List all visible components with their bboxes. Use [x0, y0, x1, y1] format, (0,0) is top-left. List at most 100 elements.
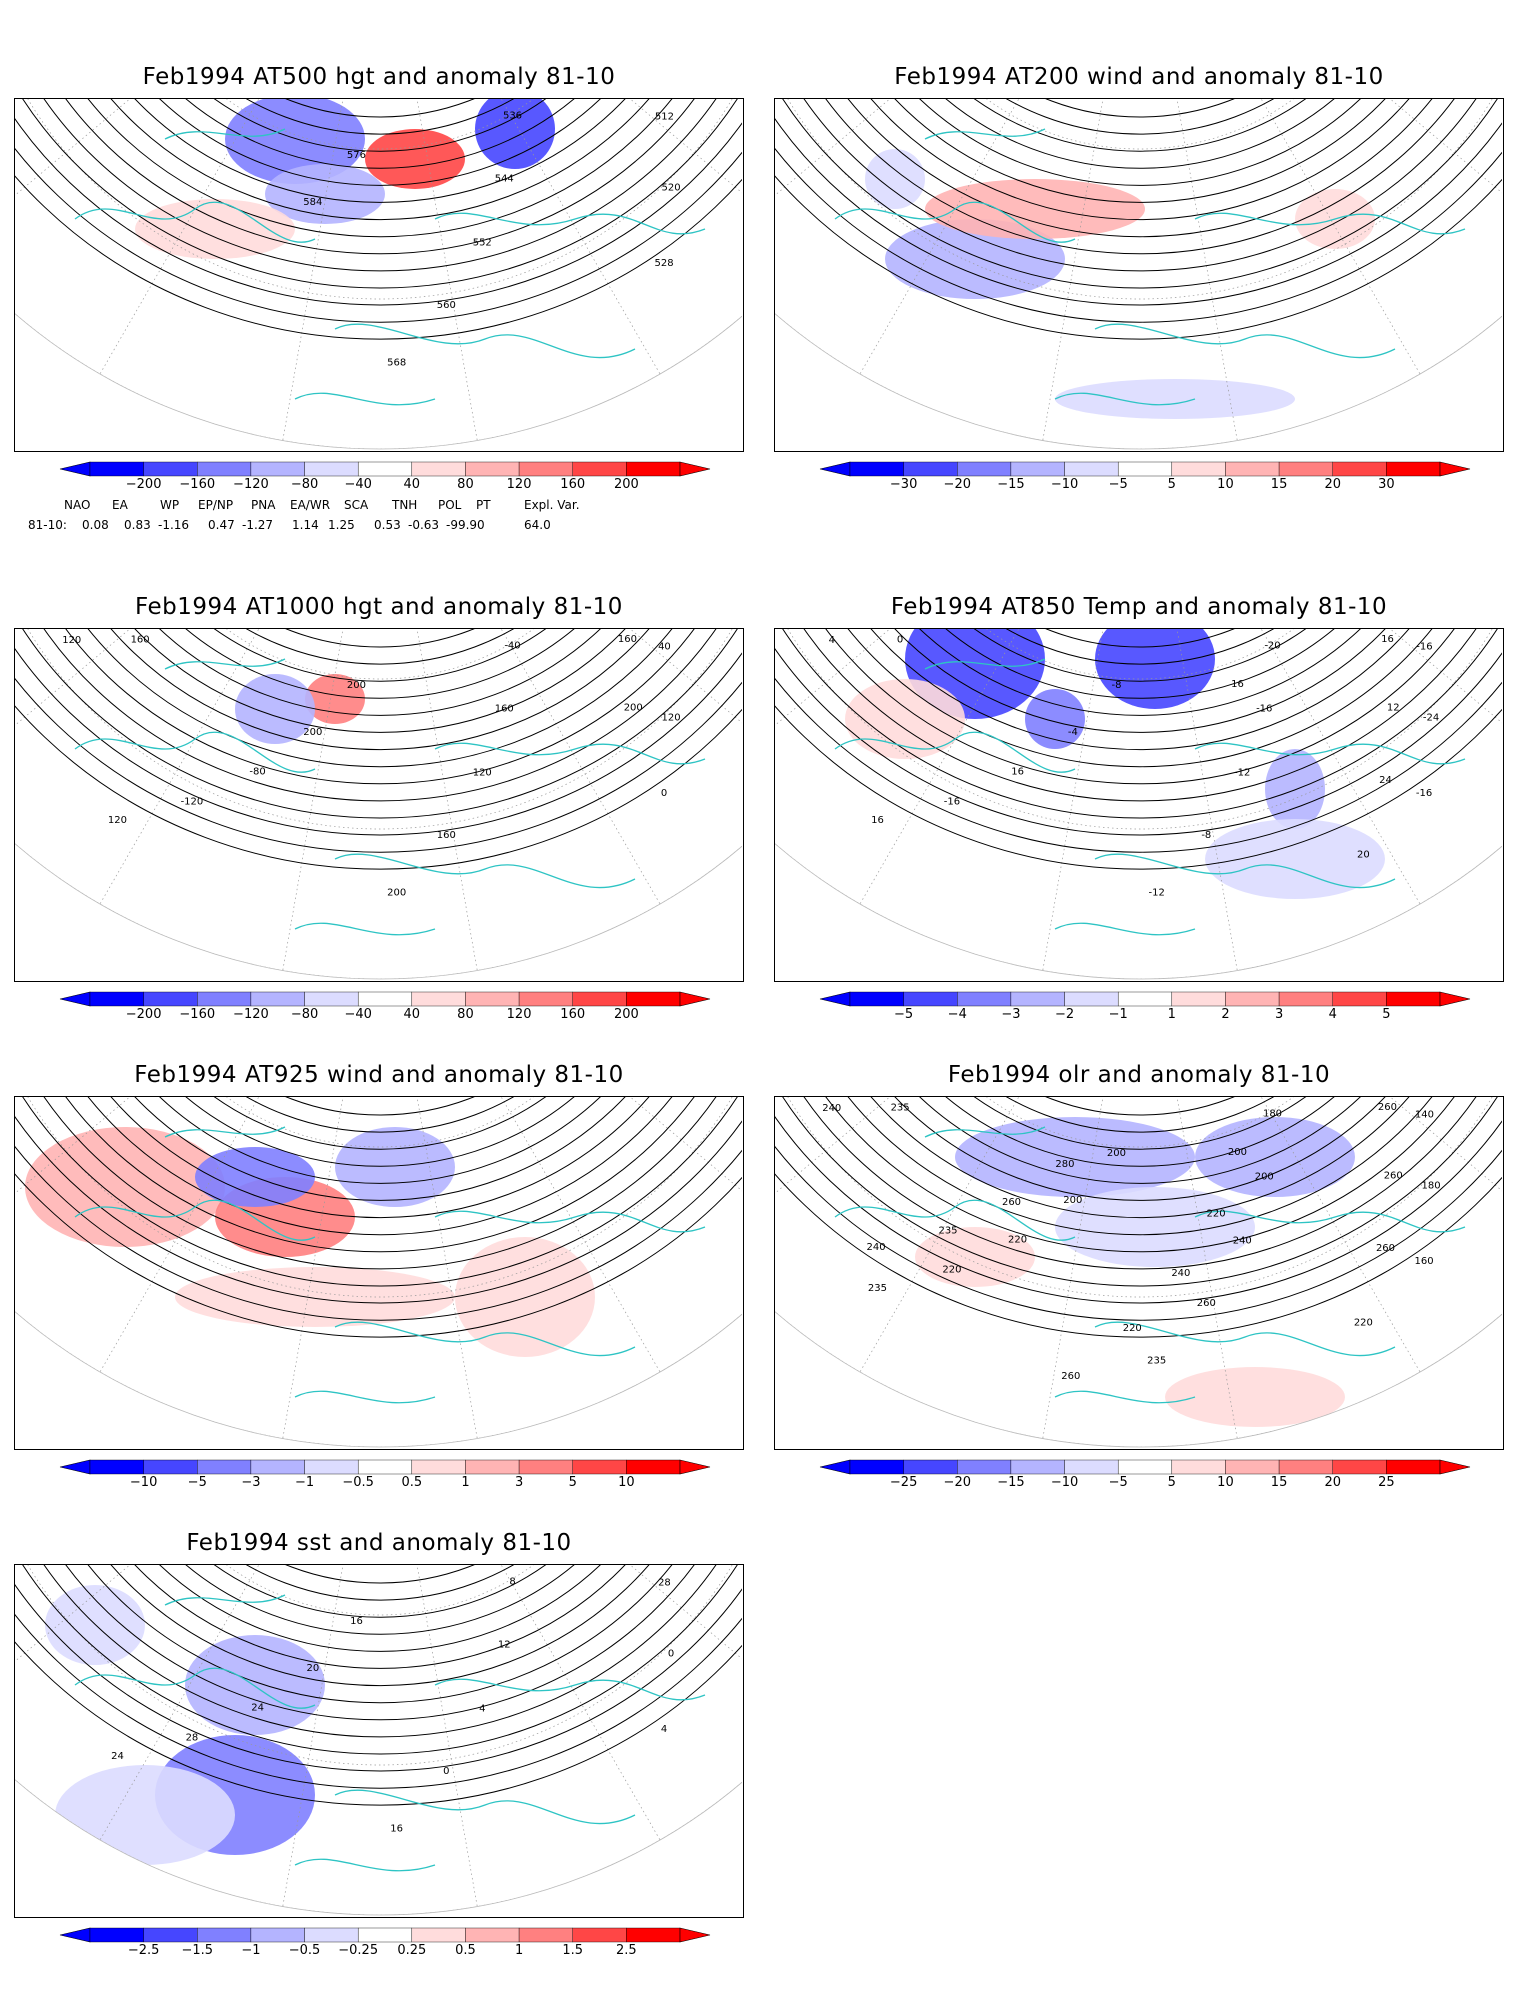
contour-label: 28: [186, 1733, 199, 1744]
contour-line: [15, 629, 742, 768]
contour-label: 16: [1231, 679, 1244, 690]
contour-label: 235: [938, 1225, 957, 1236]
colorbar-tick-label: −1: [294, 1475, 315, 1490]
val-pol: -0.63: [408, 518, 440, 532]
contour-line: [15, 629, 742, 819]
colorbar-segment: [465, 461, 520, 477]
map-1000hgt: 40 120 0 -40 160 120 160 200 200 200 -80 -120 120 160…: [14, 628, 744, 982]
contour-label: 544: [495, 174, 514, 185]
colorbar-tick-label: −5: [1108, 1475, 1128, 1490]
colorbar-tick-label: 25: [1378, 1475, 1395, 1490]
hemisphere-edge: [775, 843, 1502, 980]
coastline: [924, 128, 1046, 140]
colorbar-tick-label: 3: [514, 1475, 524, 1490]
contour-line: [775, 99, 1502, 289]
contour-line: [775, 99, 1502, 340]
panel-title: Feb1994 AT925 wind and anomaly 81-10: [134, 1062, 624, 1088]
meridian: [379, 629, 742, 659]
anomaly-shade: [1055, 1187, 1255, 1267]
contour-label: 24: [251, 1703, 264, 1714]
contour-label: 220: [942, 1265, 961, 1276]
contour-line: [775, 629, 1502, 768]
colorbar-tick-label: 0.25: [397, 1943, 427, 1958]
coastline: [434, 1210, 706, 1233]
colorbar-tick-label: −200: [125, 477, 162, 492]
hemisphere-edge: [15, 843, 742, 980]
coastline: [924, 658, 1046, 670]
colorbar-tick-label: 160: [560, 477, 586, 492]
colorbar-arrow-left: [819, 461, 851, 477]
colorbar-tick-label: −3: [241, 1475, 261, 1490]
contour-label: -12: [1234, 768, 1250, 779]
anomaly-shade: [845, 679, 965, 759]
contour-label: -80: [249, 767, 265, 778]
colorbar-tick-label: −3: [1001, 1007, 1021, 1022]
colorbar-segment: [1117, 991, 1173, 1007]
meridian: [379, 1565, 742, 1595]
colorbar-arrow-left: [819, 1459, 851, 1475]
meridian: [379, 629, 502, 979]
coastline: [834, 201, 1076, 243]
anomaly-shade: [455, 1237, 595, 1357]
latitude-circle: [15, 1097, 742, 1298]
contour-label: -16: [1416, 788, 1432, 799]
contour-line: [15, 99, 742, 306]
contour-label: 240: [1233, 1236, 1252, 1247]
colorbar-segment: [849, 461, 904, 477]
contour-label: 4: [479, 1704, 485, 1715]
contour-line: [121, 629, 639, 665]
contour-label: -16: [944, 797, 960, 808]
contour-line: [49, 1565, 711, 1669]
colorbar-tick-label: 40: [403, 1007, 421, 1022]
colorbar-segment: [849, 1459, 904, 1475]
contour-label: -20: [1264, 640, 1280, 651]
latitude-circle: [15, 1565, 742, 1766]
colorbar-tick-label: 120: [506, 477, 532, 492]
coastline: [334, 323, 636, 359]
colorbar-tick-label: 5: [1382, 1007, 1391, 1022]
contour-label: 584: [303, 197, 322, 208]
colorbar-segment: [518, 1927, 573, 1943]
colorbar-segment: [357, 461, 413, 477]
hdr-pol: POL: [438, 498, 462, 512]
colorbar-tick-label: −120: [233, 1007, 269, 1022]
contour-line: [85, 99, 675, 169]
colorbar-segment: [304, 1459, 359, 1475]
hdr-nao: NAO: [64, 498, 91, 512]
colorbar-tick-label: 20: [1324, 1475, 1341, 1490]
contour-line: [863, 629, 1417, 682]
panel-title: Feb1994 AT200 wind and anomaly 81-10: [894, 64, 1384, 90]
contour-label: 520: [662, 182, 681, 193]
contour-label: 120: [108, 815, 127, 826]
colorbar-tick-label: 15: [1270, 477, 1288, 492]
colorbar-tick-label: 1: [461, 1475, 470, 1490]
coastline: [294, 1390, 436, 1404]
colorbar-arrow-right: [1439, 991, 1471, 1007]
colorbar-tick-label: −30: [889, 477, 918, 492]
colorbar-200wind: −30 −20 −15 −10 −5 5 10 15 20 30: [819, 460, 1471, 496]
contour-line: [809, 629, 1471, 733]
colorbar-segment: [250, 991, 305, 1007]
contour-line: [121, 1097, 639, 1133]
val-pt: -99.90: [446, 518, 485, 532]
colorbar-segment: [1225, 461, 1280, 477]
contour-line: [881, 629, 1399, 665]
colorbar-tick-label: −120: [233, 477, 269, 492]
contour-line: [31, 99, 729, 221]
contour-line: [791, 1097, 1489, 1219]
colorbar-arrow-right: [679, 461, 711, 477]
contour-label: -120: [181, 797, 204, 808]
contour-label: 12: [1387, 702, 1400, 713]
colorbar-tick-label: 200: [613, 477, 639, 492]
map-sst: 28 0 4 8 12 4 0 16 16 20 24 28 24: [14, 1564, 744, 1918]
contour-label: 120: [62, 635, 81, 646]
colorbar-segment: [626, 461, 681, 477]
map-925wind: [14, 1096, 744, 1450]
contour-label: 512: [655, 111, 674, 122]
colorbar-tick-label: 80: [457, 1007, 474, 1022]
panel-500hgt: Feb1994 AT500 hgt and anomaly 81-10 512 5…: [14, 60, 744, 550]
contour-line: [67, 1565, 693, 1652]
map-500hgt: 512 520 528 536 544 552 560 568 576 584: [14, 98, 744, 452]
coastline: [1194, 742, 1466, 765]
latitude-circle: [775, 629, 1502, 830]
